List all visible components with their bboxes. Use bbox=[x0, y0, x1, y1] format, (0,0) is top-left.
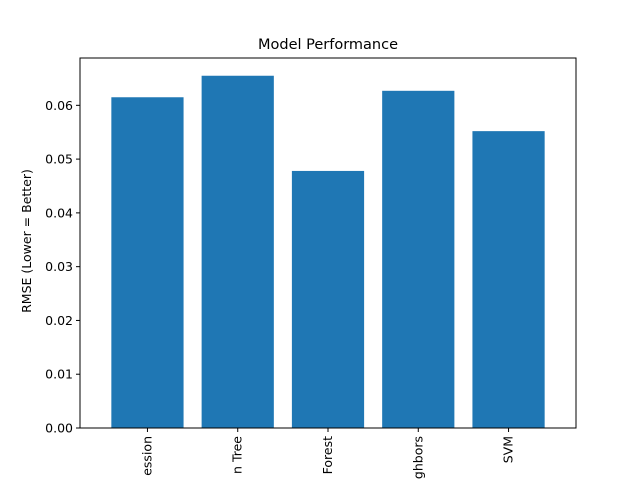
x-tick-label: ghbors bbox=[410, 436, 425, 479]
bars-group bbox=[111, 75, 545, 429]
y-tick-label: 0.00 bbox=[45, 421, 73, 436]
bar-3 bbox=[291, 170, 365, 429]
x-tick-label: n Tree bbox=[230, 436, 245, 474]
plot-area-frame bbox=[79, 57, 577, 429]
y-ticks-group: 0.00 0.01 0.02 0.03 0.04 0.05 0.06 bbox=[45, 98, 80, 436]
y-tick-label: 0.06 bbox=[45, 98, 73, 113]
x-ticks-group: ession n Tree Forest ghbors SVM bbox=[139, 428, 516, 479]
bar-4 bbox=[382, 90, 455, 428]
bar-5 bbox=[472, 131, 545, 429]
y-tick-label: 0.02 bbox=[45, 313, 73, 328]
y-tick-label: 0.04 bbox=[45, 205, 73, 220]
y-tick-label: 0.05 bbox=[45, 152, 73, 167]
x-tick-label: Forest bbox=[320, 436, 335, 474]
x-tick-label: ession bbox=[139, 436, 154, 476]
chart-title: Model Performance bbox=[258, 37, 398, 53]
y-axis-label: RMSE (Lower = Better) bbox=[19, 169, 34, 313]
x-tick-label: SVM bbox=[501, 436, 516, 463]
y-tick-label: 0.03 bbox=[45, 259, 73, 274]
bar-1 bbox=[111, 97, 184, 428]
bar-2 bbox=[201, 75, 274, 428]
y-tick-label: 0.01 bbox=[45, 367, 73, 382]
